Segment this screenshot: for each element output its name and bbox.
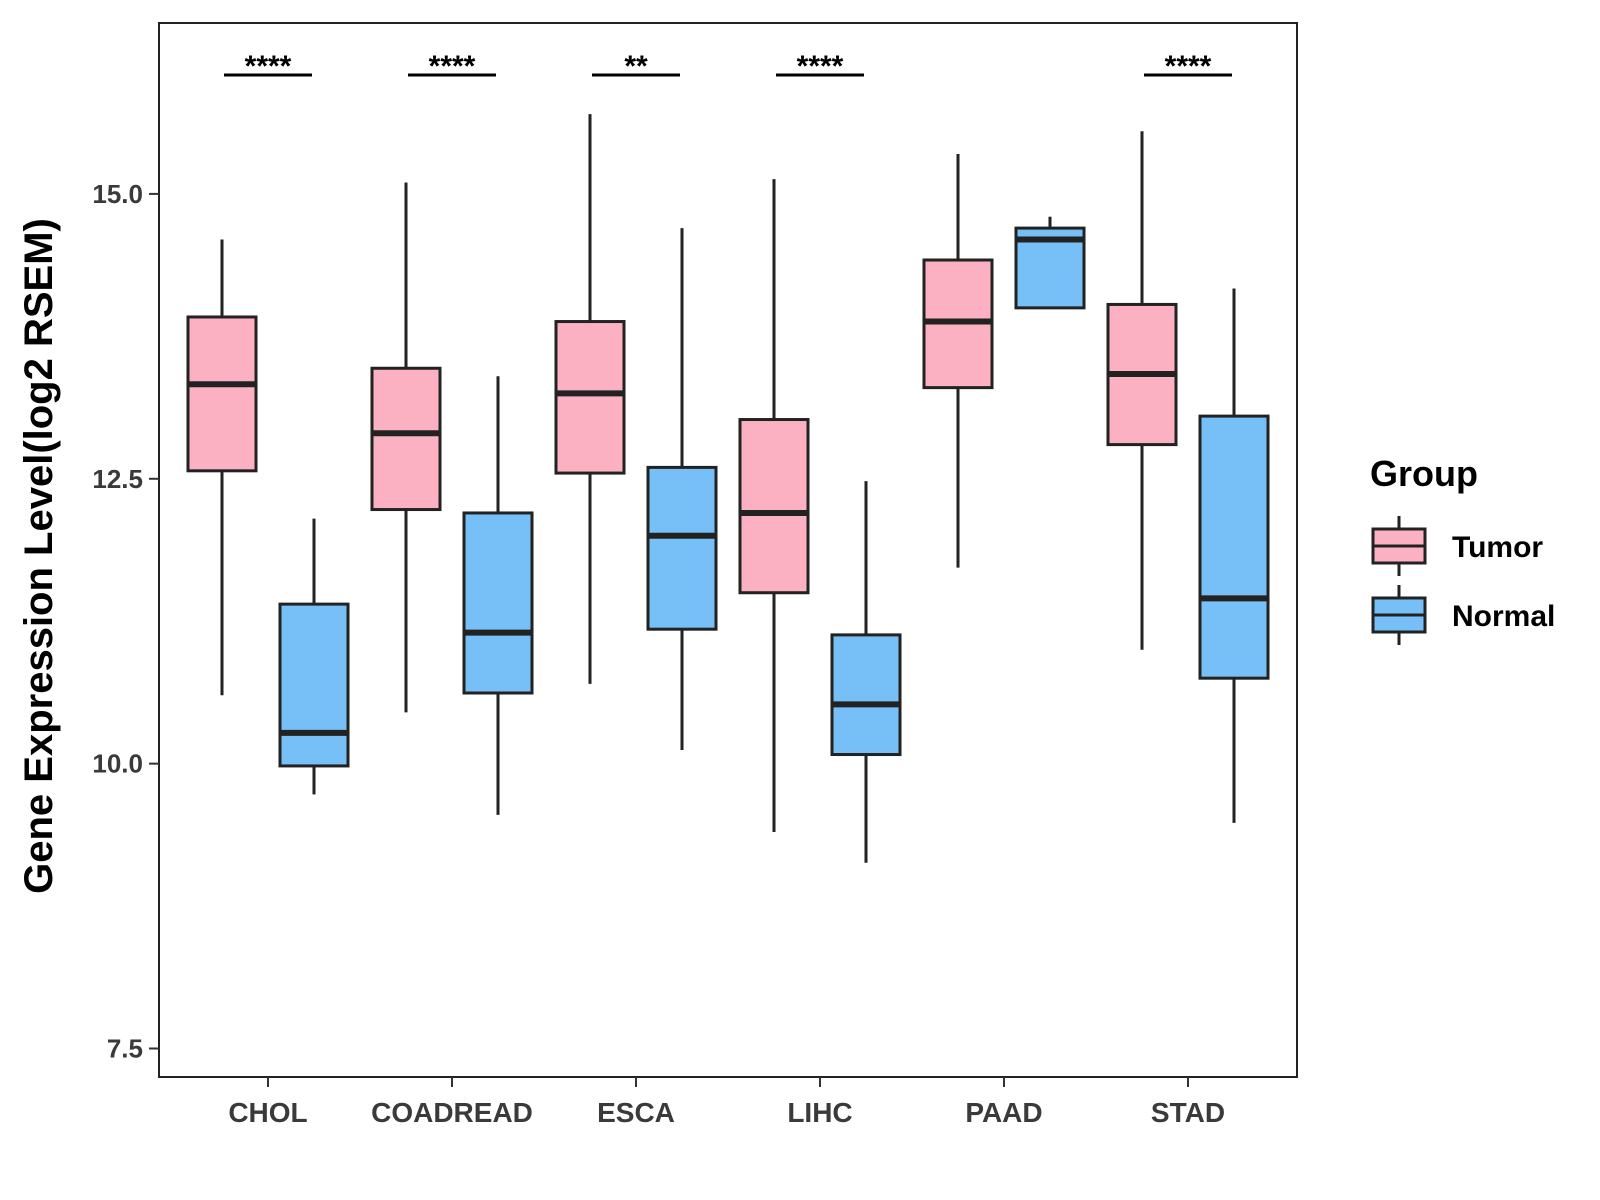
x-tick-label: COADREAD <box>371 1097 533 1128</box>
y-tick-label: 10.0 <box>92 749 143 779</box>
box-tumor-coadread <box>370 182 442 713</box>
significance-label: **** <box>245 50 292 83</box>
box-normal-paad <box>1014 216 1086 310</box>
axes: 7.5 10.0 12.5 15.0 CHOL COADREAD ESCA LIHC PAAD S… <box>92 22 1298 1128</box>
box-tumor-lihc <box>738 179 810 833</box>
box-normal-lihc <box>830 481 902 863</box>
significance-label: ** <box>624 50 648 83</box>
box-body <box>646 465 718 631</box>
box-body <box>738 418 810 595</box>
y-tick-label: 12.5 <box>92 464 143 494</box>
y-tick-label: 15.0 <box>92 179 143 209</box>
box-tumor-esca <box>554 114 626 684</box>
legend-label: Tumor <box>1452 531 1543 564</box>
box-body <box>462 511 534 695</box>
panel-border <box>158 22 1298 1078</box>
x-tick-label: PAAD <box>965 1097 1042 1128</box>
y-axis-title: Gene Expression Level(log2 RSEM) <box>17 218 61 894</box>
plot-area: **** **** ** **** **** <box>186 50 1270 863</box>
box-normal-esca <box>646 228 718 750</box>
box-tumor-stad <box>1106 131 1178 650</box>
significance-label: **** <box>1165 50 1212 83</box>
legend-label: Normal <box>1452 600 1555 633</box>
box-body <box>554 320 626 475</box>
x-tick-label: LIHC <box>787 1097 852 1128</box>
legend-title: Group <box>1370 453 1478 494</box>
significance-label: **** <box>797 50 844 83</box>
box-normal-stad <box>1198 288 1270 823</box>
box-body <box>278 602 350 768</box>
significance-label: **** <box>429 50 476 83</box>
box-normal-chol <box>278 518 350 795</box>
x-tick-label: CHOL <box>228 1097 307 1128</box>
box-normal-coadread <box>462 376 534 815</box>
box-tumor-chol <box>186 239 258 696</box>
x-tick-label: STAD <box>1151 1097 1225 1128</box>
legend: Group Tumor Normal <box>1370 453 1555 645</box>
y-tick-label: 7.5 <box>107 1034 143 1064</box>
box-tumor-paad <box>922 154 994 568</box>
box-body <box>1198 414 1270 680</box>
x-tick-label: ESCA <box>597 1097 675 1128</box>
box-body <box>186 315 258 473</box>
box-body <box>370 366 442 512</box>
legend-item-tumor: Tumor <box>1371 516 1543 576</box>
legend-item-normal: Normal <box>1371 585 1555 645</box>
box-body <box>830 633 902 757</box>
